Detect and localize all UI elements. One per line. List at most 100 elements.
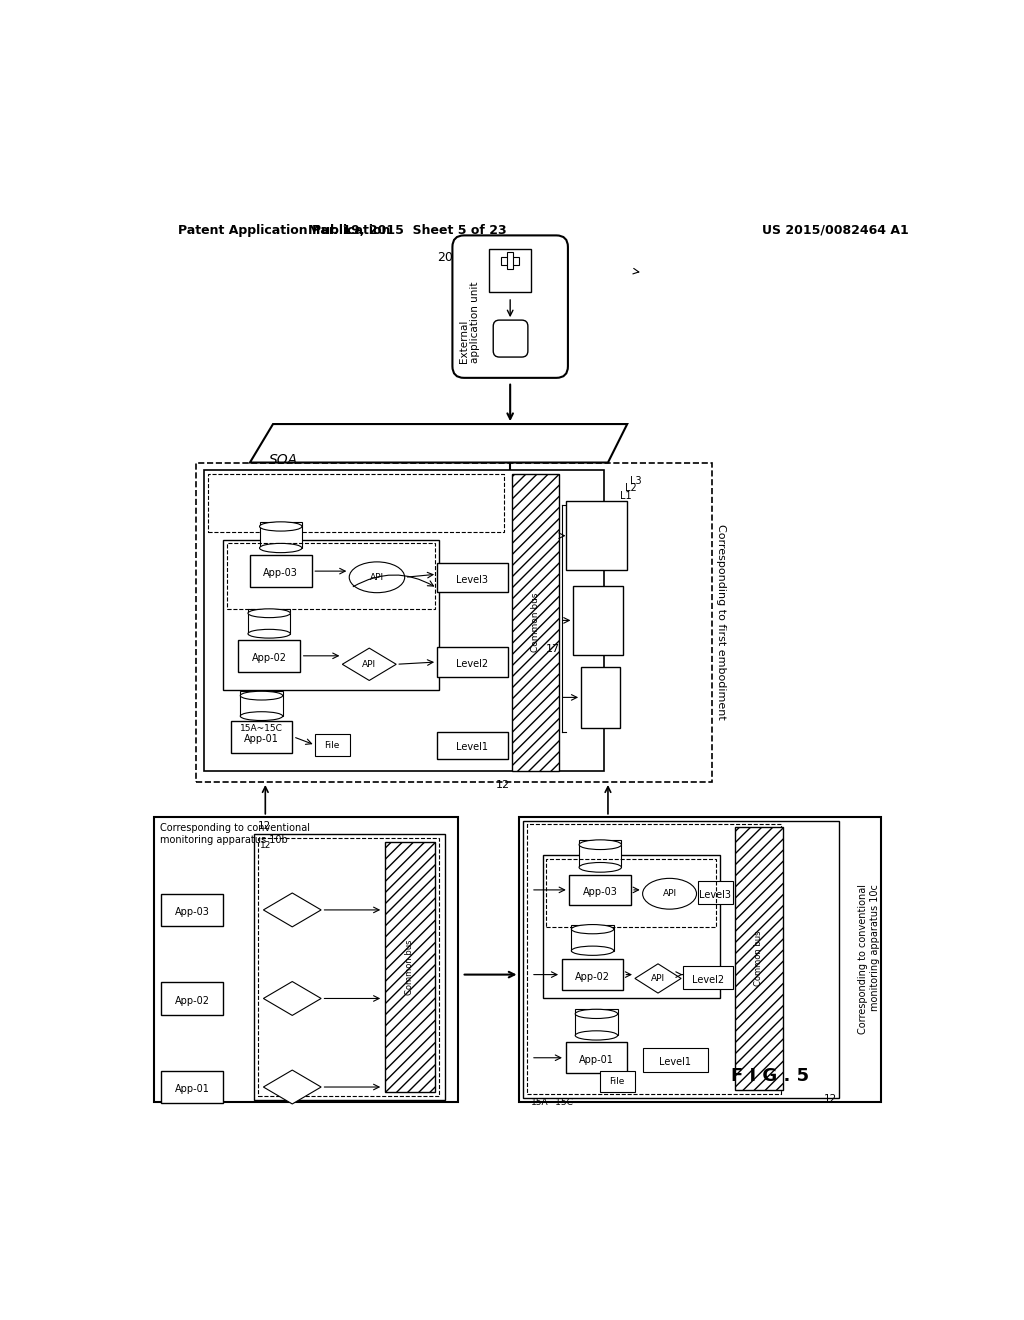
- Bar: [735, 826, 782, 1090]
- Bar: [527, 825, 781, 1094]
- Text: Common bus: Common bus: [531, 593, 540, 652]
- Bar: [258, 838, 438, 1096]
- Ellipse shape: [575, 1010, 617, 1019]
- Ellipse shape: [571, 946, 613, 956]
- Bar: [643, 1048, 708, 1072]
- Text: US 2015/0082464 A1: US 2015/0082464 A1: [762, 224, 908, 236]
- Text: 15A~15C: 15A~15C: [240, 725, 283, 734]
- Bar: [600, 1071, 635, 1093]
- Text: External
application unit: External application unit: [459, 281, 480, 363]
- Text: 12: 12: [824, 1094, 838, 1104]
- Bar: [581, 667, 620, 729]
- Bar: [519, 817, 882, 1102]
- Text: L3: L3: [630, 475, 641, 486]
- Bar: [488, 249, 531, 292]
- Bar: [230, 721, 292, 752]
- Text: API: API: [370, 573, 384, 582]
- Bar: [523, 821, 839, 1098]
- Text: Common bus: Common bus: [404, 939, 414, 995]
- Text: Patent Application Publication: Patent Application Publication: [178, 224, 391, 236]
- Ellipse shape: [643, 878, 696, 909]
- Bar: [698, 880, 733, 904]
- Text: L1: L1: [621, 491, 632, 502]
- Bar: [196, 462, 712, 781]
- Ellipse shape: [241, 692, 283, 700]
- Bar: [565, 502, 628, 570]
- Ellipse shape: [248, 630, 291, 638]
- Ellipse shape: [580, 840, 622, 850]
- Text: App-03: App-03: [175, 907, 210, 917]
- Bar: [565, 1043, 628, 1073]
- Bar: [259, 521, 302, 548]
- Bar: [543, 855, 720, 998]
- Bar: [569, 875, 631, 906]
- Bar: [437, 562, 508, 591]
- Ellipse shape: [349, 562, 404, 593]
- Bar: [385, 842, 435, 1093]
- Bar: [573, 586, 624, 655]
- Text: Level1: Level1: [659, 1057, 691, 1068]
- FancyBboxPatch shape: [453, 235, 568, 378]
- Polygon shape: [263, 1071, 322, 1104]
- Bar: [241, 692, 283, 717]
- Bar: [683, 966, 733, 989]
- Text: App-01: App-01: [244, 734, 279, 744]
- Bar: [571, 924, 613, 950]
- Bar: [154, 817, 458, 1102]
- Bar: [239, 640, 300, 672]
- Polygon shape: [263, 982, 322, 1015]
- Bar: [437, 647, 508, 677]
- Text: File: File: [609, 1077, 625, 1086]
- Bar: [162, 894, 223, 927]
- Ellipse shape: [241, 711, 283, 721]
- Polygon shape: [635, 964, 681, 993]
- Bar: [437, 733, 508, 759]
- Bar: [208, 474, 504, 532]
- Text: App-01: App-01: [175, 1084, 210, 1094]
- Text: Level3: Level3: [699, 890, 731, 899]
- Text: L2: L2: [625, 483, 637, 494]
- Text: 17: 17: [546, 644, 560, 653]
- Bar: [248, 609, 291, 634]
- Bar: [250, 554, 311, 587]
- Text: App-02: App-02: [575, 972, 610, 982]
- Polygon shape: [250, 424, 628, 462]
- Ellipse shape: [575, 1031, 617, 1040]
- Text: API: API: [362, 660, 377, 669]
- Text: Corresponding to conventional
monitoring apparatus 10c: Corresponding to conventional monitoring…: [858, 884, 880, 1034]
- Text: Mar. 19, 2015  Sheet 5 of 23: Mar. 19, 2015 Sheet 5 of 23: [308, 224, 507, 236]
- Ellipse shape: [571, 924, 613, 933]
- Text: Common bus: Common bus: [755, 931, 763, 986]
- Text: Level2: Level2: [457, 659, 488, 669]
- Bar: [254, 834, 444, 1100]
- Bar: [501, 257, 519, 264]
- Text: App-03: App-03: [583, 887, 617, 898]
- Bar: [162, 1071, 223, 1104]
- Text: App-03: App-03: [263, 569, 298, 578]
- Text: API: API: [651, 974, 665, 983]
- Ellipse shape: [580, 862, 622, 873]
- Bar: [562, 960, 624, 990]
- Ellipse shape: [259, 521, 302, 531]
- Text: Corresponding to conventional
monitoring apparatus 10b: Corresponding to conventional monitoring…: [160, 822, 310, 845]
- Polygon shape: [263, 892, 322, 927]
- Bar: [547, 859, 716, 927]
- Text: Corresponding to first embodiment: Corresponding to first embodiment: [716, 524, 726, 719]
- Text: F I G . 5: F I G . 5: [731, 1067, 809, 1085]
- Bar: [512, 474, 559, 771]
- Text: File: File: [325, 741, 340, 750]
- Bar: [575, 1010, 617, 1035]
- Bar: [226, 544, 435, 609]
- Text: App-01: App-01: [579, 1055, 613, 1065]
- Bar: [580, 840, 622, 867]
- Bar: [315, 734, 350, 756]
- Bar: [162, 982, 223, 1015]
- Text: 12: 12: [258, 821, 271, 830]
- Text: Level3: Level3: [457, 574, 488, 585]
- Text: 20: 20: [437, 251, 453, 264]
- Text: 12: 12: [496, 780, 510, 789]
- Ellipse shape: [259, 544, 302, 553]
- Text: Level2: Level2: [692, 975, 724, 985]
- Bar: [204, 470, 604, 771]
- FancyBboxPatch shape: [494, 321, 528, 358]
